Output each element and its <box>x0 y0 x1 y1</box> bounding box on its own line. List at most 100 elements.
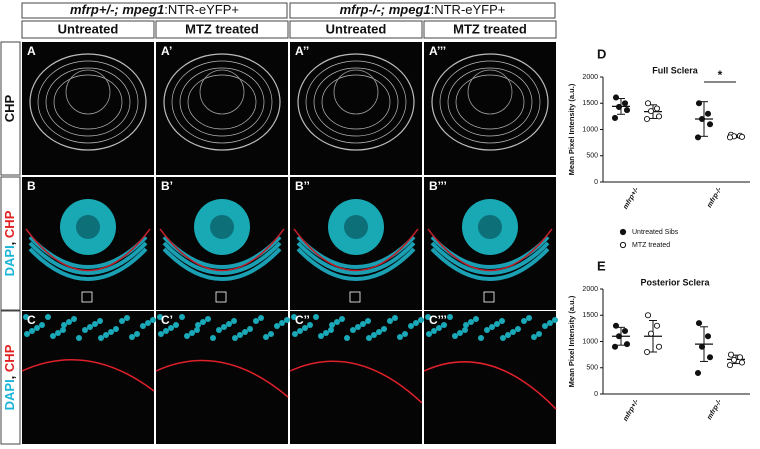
nucleus <box>441 322 447 328</box>
panel-letter: C’ <box>161 313 173 327</box>
row-label: CHP <box>2 94 17 122</box>
tissue-outline <box>455 74 525 130</box>
inset-box <box>215 291 227 303</box>
y-tick-label: 500 <box>586 365 598 372</box>
panel-letter: D <box>597 46 606 61</box>
nucleus <box>268 331 274 337</box>
y-tick-label: 0 <box>594 391 598 398</box>
nucleus <box>200 319 206 325</box>
nucleus <box>339 316 345 322</box>
x-tick-label: mfrp+/- <box>622 398 640 423</box>
nucleus <box>334 319 340 325</box>
chart: 0 500 1000 1500 2000 mfrp+/- mfrp-/- <box>582 286 750 423</box>
nucleus <box>500 335 506 341</box>
nucleus <box>237 332 243 338</box>
nucleus <box>397 334 403 340</box>
nucleus <box>355 324 361 330</box>
retina-layer <box>296 247 416 281</box>
lens <box>65 69 111 115</box>
nucleus <box>318 333 324 339</box>
nucleus <box>426 331 432 337</box>
nucleus <box>505 332 511 338</box>
panel-letter: B’ <box>161 179 173 193</box>
nucleus <box>291 314 297 320</box>
nucleus <box>163 328 169 334</box>
tissue-outline <box>439 60 541 144</box>
data-point <box>647 330 655 337</box>
text-part: DAPI <box>2 245 17 276</box>
nucleus <box>536 331 542 337</box>
nucleus <box>313 314 319 320</box>
nucleus <box>98 335 104 341</box>
nucleus <box>157 314 163 320</box>
header: mfrp-/-; mpeg1:NTR-eYFP+ <box>340 2 506 17</box>
data-point <box>738 359 746 366</box>
row-label-box <box>0 310 21 445</box>
nucleus <box>302 325 308 331</box>
lens <box>333 69 379 115</box>
nucleus <box>87 324 93 330</box>
panel-letter: B <box>27 179 36 193</box>
data-point <box>698 343 706 350</box>
data-point <box>643 115 651 123</box>
nucleus <box>242 329 248 335</box>
tissue-outline <box>45 67 131 137</box>
nucleus <box>55 330 61 336</box>
nucleus <box>328 327 334 333</box>
nucleus <box>425 314 431 320</box>
lens-core <box>478 215 502 239</box>
tissue-outline <box>29 53 147 151</box>
nucleus <box>365 318 371 324</box>
nucleus <box>226 321 232 327</box>
column-box <box>21 20 155 39</box>
nucleus <box>510 329 516 335</box>
micrograph <box>22 42 154 175</box>
nucleus <box>134 331 140 337</box>
micrograph <box>424 42 556 175</box>
data-point <box>623 107 631 114</box>
panel-letter: C <box>27 313 36 327</box>
data-point <box>647 108 655 115</box>
data-point <box>653 322 661 329</box>
y-axis-label: Mean Pixel Intensity (a.u.) <box>567 295 576 387</box>
y-tick-label: 2000 <box>582 286 598 293</box>
inset-box <box>483 291 495 303</box>
retina-layer <box>28 247 148 281</box>
text-part: , <box>2 238 17 245</box>
header-box <box>21 2 288 19</box>
data-point <box>644 312 652 319</box>
sclera <box>427 228 553 272</box>
data-point <box>694 369 702 377</box>
sclera <box>155 359 289 398</box>
legend-marker <box>619 228 627 236</box>
text-part: CHP <box>2 94 17 122</box>
y-tick-label: 500 <box>586 153 598 160</box>
y-tick-label: 1000 <box>582 338 598 345</box>
nucleus <box>179 314 185 320</box>
micrograph <box>424 311 556 444</box>
data-point <box>655 343 663 350</box>
nucleus <box>484 327 490 333</box>
header-box <box>289 2 556 19</box>
nucleus <box>119 318 125 324</box>
micrograph <box>156 311 288 444</box>
nucleus <box>392 315 398 321</box>
nucleus <box>552 317 558 323</box>
nucleus <box>108 329 114 335</box>
nucleus <box>82 327 88 333</box>
nucleus <box>376 329 382 335</box>
tissue-outline <box>53 74 123 130</box>
nucleus <box>232 335 238 341</box>
y-axis-label: Mean Pixel Intensity (a.u.) <box>567 83 576 175</box>
panel-letter: A’ <box>161 44 172 58</box>
micrograph <box>156 42 288 175</box>
nucleus <box>39 322 45 328</box>
y-tick-label: 0 <box>594 179 598 186</box>
nucleus <box>158 331 164 337</box>
nucleus <box>521 318 527 324</box>
lens <box>199 69 245 115</box>
nucleus <box>231 318 237 324</box>
nucleus <box>66 319 72 325</box>
data-point <box>726 362 734 369</box>
